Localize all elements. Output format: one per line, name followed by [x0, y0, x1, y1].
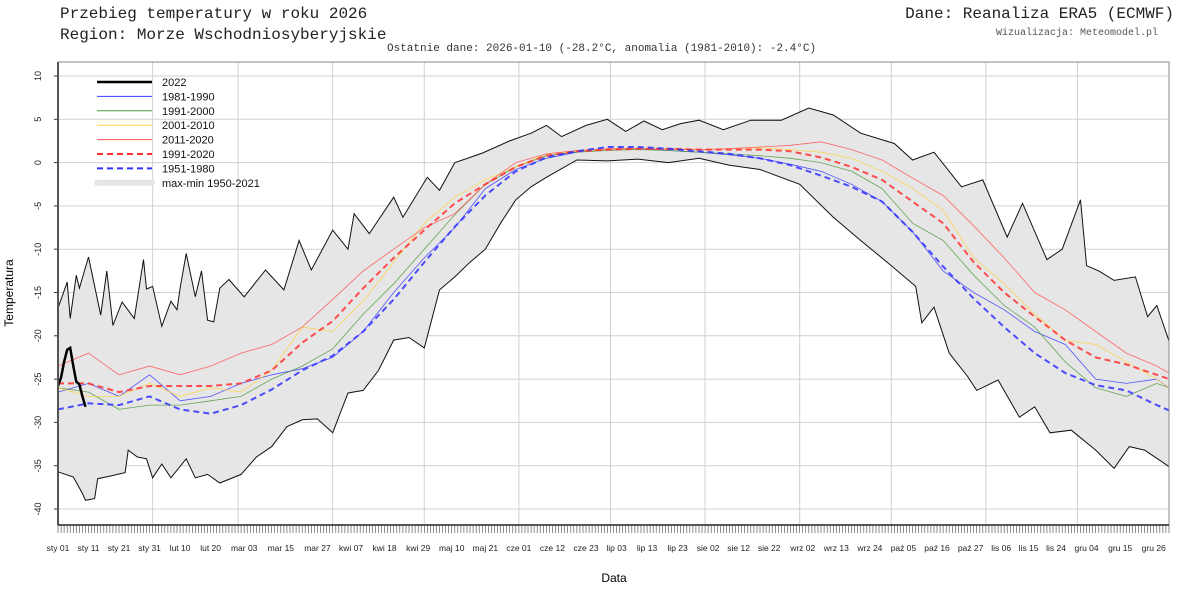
x-axis-label: Data: [601, 571, 627, 585]
x-tick-label: wrz 24: [856, 543, 882, 553]
y-tick-label: -10: [33, 243, 43, 256]
x-tick-label: lip 13: [637, 543, 658, 553]
chart-title: Przebieg temperatury w roku 2026: [60, 5, 368, 23]
x-tick-label: kwi 18: [373, 543, 397, 553]
y-tick-label: 10: [33, 71, 43, 81]
data-source: Dane: Reanaliza ERA5 (ECMWF): [905, 5, 1174, 23]
region-label: Region: Morze Wschodniosyberyjskie: [60, 26, 387, 44]
x-tick-label: lis 15: [1019, 543, 1039, 553]
x-tick-label: kwi 07: [339, 543, 363, 553]
x-tick-label: mar 15: [268, 543, 295, 553]
x-tick-label: sie 02: [697, 543, 720, 553]
x-tick-label: gru 15: [1108, 543, 1132, 553]
credit: Wizualizacja: Meteomodel.pl: [995, 28, 1158, 39]
x-tick-label: mar 27: [304, 543, 331, 553]
x-tick-label: gru 04: [1075, 543, 1099, 553]
x-tick-label: maj 10: [439, 543, 465, 553]
y-tick-label: -35: [33, 459, 43, 472]
x-tick-label: sie 12: [727, 543, 750, 553]
x-tick-label: wrz 02: [789, 543, 815, 553]
last-data-note: Ostatnie dane: 2026-01-10 (-28.2°C, anom…: [387, 43, 817, 55]
legend-label: 2011-2020: [162, 135, 214, 147]
envelope-min-line: [57, 157, 1170, 501]
x-tick-label: lis 24: [1046, 543, 1066, 553]
legend-label: 1991-2020: [162, 149, 215, 161]
x-tick-label: sty 21: [108, 543, 131, 553]
x-tick-label: sie 22: [758, 543, 781, 553]
envelope-fill: [58, 108, 1169, 501]
y-tick-label: -20: [33, 329, 43, 342]
y-tick-label: 5: [33, 117, 43, 122]
x-tick-label: maj 21: [473, 543, 499, 553]
legend-label: 1991-2000: [162, 106, 215, 118]
series-line-2022: [56, 345, 87, 408]
y-tick-label: -30: [33, 416, 43, 429]
y-tick-label: -5: [33, 202, 43, 210]
legend-label: 2022: [162, 77, 186, 89]
x-tick-label: paź 16: [924, 543, 950, 553]
series-lines: [56, 141, 1170, 415]
x-tick-label: cze 01: [506, 543, 531, 553]
x-tick-label: kwi 29: [406, 543, 430, 553]
x-tick-label: cze 23: [574, 543, 599, 553]
x-tick-label: lut 20: [200, 543, 221, 553]
x-tick-label: lut 10: [170, 543, 191, 553]
series-line-1951-1980: [57, 146, 1170, 415]
series-line-2001-2010: [57, 147, 1170, 397]
y-tick-label: -15: [33, 286, 43, 299]
legend: 2022 1981-1990 1991-2000 2001-2010 2011-2020…: [94, 77, 260, 190]
x-tick-label: lip 23: [667, 543, 688, 553]
x-tick-label: lip 03: [606, 543, 627, 553]
y-tick-label: 0: [33, 160, 43, 165]
legend-label: max-min 1950-2021: [162, 178, 260, 190]
x-tick-label: sty 01: [47, 543, 70, 553]
x-tick-label: paź 05: [891, 543, 917, 553]
y-tick-label: -25: [33, 373, 43, 386]
envelope: [57, 107, 1170, 501]
series-line-1991-2020: [58, 147, 1170, 394]
legend-label: 1951-1980: [162, 163, 215, 175]
y-axis-label: Temperatura: [2, 259, 16, 327]
x-tick-label: paź 27: [958, 543, 984, 553]
legend-label: 2001-2010: [162, 120, 215, 132]
envelope-max-line: [57, 107, 1170, 342]
x-tick-label: cze 12: [540, 543, 565, 553]
x-tick-label: gru 26: [1142, 543, 1166, 553]
x-tick-label: lis 06: [991, 543, 1011, 553]
legend-label: 1981-1990: [162, 91, 215, 103]
y-tick-label: -40: [33, 502, 43, 515]
series-line-1991-2000: [57, 149, 1170, 410]
axes: 10 5 0 -5 -10 -15 -20 -25 -30 -35 -40 sty 01 sty 11 s…: [33, 61, 1170, 553]
x-tick-label: mar 03: [231, 543, 258, 553]
x-daily-ticks: [57, 525, 1170, 533]
x-tick-label: wrz 13: [823, 543, 849, 553]
x-tick-label: sty 31: [138, 543, 161, 553]
series-line-2011-2020: [57, 141, 1170, 376]
x-tick-label: sty 11: [77, 543, 99, 553]
